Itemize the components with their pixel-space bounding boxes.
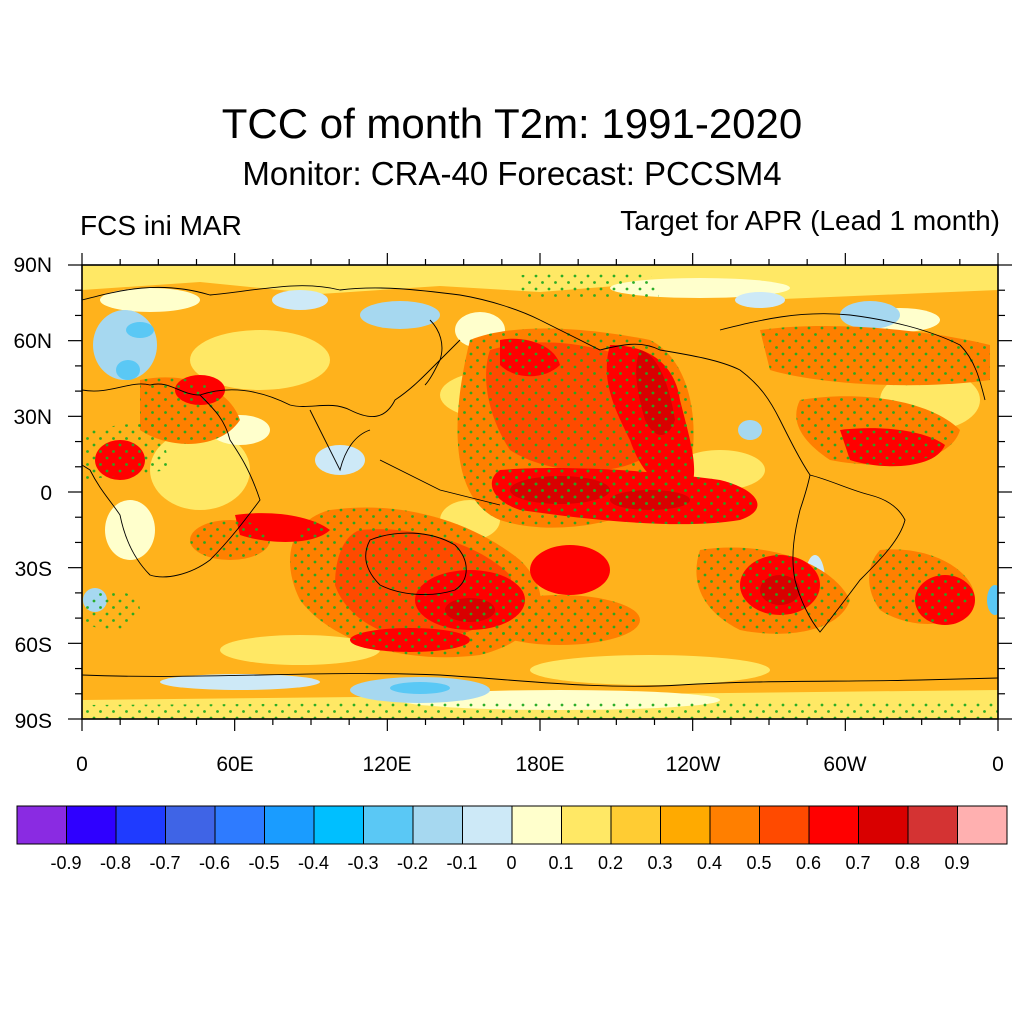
colorbar-label: -0.2 bbox=[397, 853, 428, 873]
colorbar-swatch bbox=[214, 805, 265, 845]
colorbar-swatch bbox=[561, 805, 612, 845]
colorbar-swatch bbox=[462, 805, 513, 845]
init-label: FCS ini MAR bbox=[80, 210, 242, 241]
colorbar-swatch bbox=[115, 805, 166, 845]
colorbar-swatch bbox=[660, 805, 711, 845]
colorbar-swatch bbox=[957, 805, 1008, 845]
colorbar-label: -0.9 bbox=[50, 853, 81, 873]
lat-label-60n: 60N bbox=[13, 330, 52, 353]
colorbar-label: 0.9 bbox=[944, 853, 969, 873]
colorbar-label: 0.3 bbox=[647, 853, 672, 873]
map-body bbox=[82, 265, 998, 719]
colorbar-label: -0.7 bbox=[149, 853, 180, 873]
lat-axis-labels: 90N 60N 30N 0 30S 60S 90S bbox=[13, 254, 52, 733]
colorbar-label: -0.1 bbox=[446, 853, 477, 873]
colorbar-swatch bbox=[66, 805, 117, 845]
lat-label-0: 0 bbox=[40, 482, 52, 505]
colorbar bbox=[16, 805, 1008, 845]
colorbar-swatch bbox=[610, 805, 661, 845]
colorbar-label: -0.3 bbox=[347, 853, 378, 873]
colorbar-label: 0 bbox=[506, 853, 516, 873]
colorbar-label: 0.5 bbox=[746, 853, 771, 873]
colorbar-label: -0.4 bbox=[298, 853, 329, 873]
lon-label-60e: 60E bbox=[216, 753, 253, 776]
target-label: Target for APR (Lead 1 month) bbox=[620, 205, 1000, 236]
lat-label-90s: 90S bbox=[15, 710, 52, 733]
colorbar-swatch bbox=[709, 805, 760, 845]
lon-label-120w: 120W bbox=[666, 753, 721, 776]
lat-label-30s: 30S bbox=[15, 558, 52, 581]
lat-label-60s: 60S bbox=[15, 634, 52, 657]
colorbar-swatch bbox=[264, 805, 315, 845]
colorbar-swatch bbox=[511, 805, 562, 845]
chart-subtitle: Monitor: CRA-40 Forecast: PCCSM4 bbox=[242, 155, 782, 192]
chart-title: TCC of month T2m: 1991-2020 bbox=[221, 100, 803, 147]
colorbar-label: 0.1 bbox=[548, 853, 573, 873]
colorbar-label: -0.5 bbox=[248, 853, 279, 873]
lon-axis-labels: 0 60E 120E 180E 120W 60W 0 bbox=[76, 753, 1004, 776]
lat-label-90n: 90N bbox=[13, 254, 52, 277]
colorbar-label: 0.4 bbox=[697, 853, 722, 873]
colorbar-label: 0.6 bbox=[796, 853, 821, 873]
colorbar-swatch bbox=[16, 805, 67, 845]
colorbar-swatch bbox=[907, 805, 958, 845]
colorbar-swatch bbox=[313, 805, 364, 845]
axis-ticks bbox=[68, 253, 1012, 731]
colorbar-labels: -0.9 -0.8 -0.7 -0.6 -0.5 -0.4 -0.3 -0.2 … bbox=[50, 853, 969, 873]
lat-label-30n: 30N bbox=[13, 406, 52, 429]
colorbar-swatch bbox=[858, 805, 909, 845]
lon-label-180e: 180E bbox=[515, 753, 564, 776]
colorbar-swatch bbox=[808, 805, 859, 845]
significance-stipple bbox=[82, 272, 998, 719]
lon-label-0-left: 0 bbox=[76, 753, 88, 776]
colorbar-swatch bbox=[759, 805, 810, 845]
colorbar-label: 0.8 bbox=[895, 853, 920, 873]
lon-label-60w: 60W bbox=[823, 753, 866, 776]
lon-label-0-right: 0 bbox=[992, 753, 1004, 776]
colorbar-label: -0.6 bbox=[199, 853, 230, 873]
colorbar-swatch bbox=[412, 805, 463, 845]
negative-correlation-areas bbox=[83, 290, 998, 703]
colorbar-swatch bbox=[165, 805, 216, 845]
colorbar-label: 0.2 bbox=[598, 853, 623, 873]
colorbar-label: -0.8 bbox=[100, 853, 131, 873]
lon-label-120e: 120E bbox=[362, 753, 411, 776]
colorbar-label: 0.7 bbox=[845, 853, 870, 873]
colorbar-swatch bbox=[363, 805, 414, 845]
coastlines bbox=[82, 285, 998, 687]
